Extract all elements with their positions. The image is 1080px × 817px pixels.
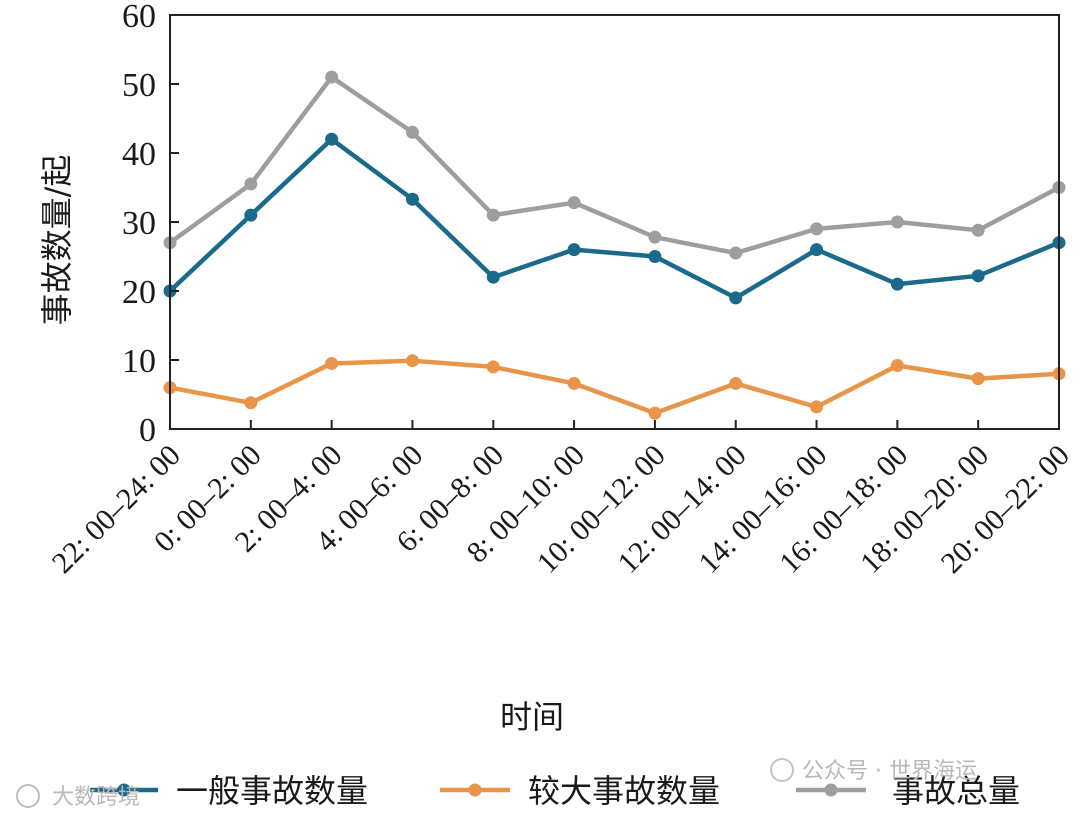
data-point bbox=[567, 243, 581, 257]
y-tick-label: 60 bbox=[122, 0, 156, 35]
y-tick-label: 0 bbox=[139, 412, 156, 449]
data-point bbox=[810, 243, 824, 257]
legend-item-2: 事故总量 bbox=[796, 772, 1020, 810]
y-tick-label: 50 bbox=[122, 67, 156, 104]
data-point bbox=[325, 70, 339, 84]
legend-swatch-marker bbox=[117, 783, 131, 797]
data-point bbox=[325, 356, 339, 370]
data-point bbox=[244, 396, 258, 410]
data-point bbox=[971, 372, 985, 386]
legend-swatch-marker bbox=[824, 783, 838, 797]
series-0 bbox=[163, 132, 1066, 305]
y-tick-label: 10 bbox=[122, 343, 156, 380]
data-point bbox=[729, 246, 743, 260]
data-point bbox=[648, 250, 662, 263]
data-point bbox=[325, 132, 339, 146]
data-point bbox=[648, 230, 662, 244]
legend-item-1: 较大事故数量 bbox=[440, 772, 720, 810]
data-point bbox=[971, 269, 985, 283]
data-point bbox=[648, 406, 662, 420]
wechat-icon bbox=[770, 758, 794, 782]
series-1 bbox=[163, 354, 1066, 420]
watermark-left-text: 大数跨境 bbox=[52, 785, 140, 810]
data-point bbox=[567, 196, 581, 210]
legend-item-0: 一般事故数量 bbox=[90, 772, 368, 810]
data-point bbox=[405, 354, 419, 368]
data-point bbox=[810, 222, 824, 236]
series-2 bbox=[163, 70, 1066, 260]
y-tick-label: 40 bbox=[122, 136, 156, 173]
legend-label: 一般事故数量 bbox=[176, 772, 368, 810]
legend: 一般事故数量 较大事故数量 事故总量 bbox=[90, 772, 1020, 810]
data-point bbox=[486, 270, 500, 284]
data-point bbox=[486, 360, 500, 374]
data-point bbox=[729, 376, 743, 390]
data-point bbox=[244, 177, 258, 191]
data-point bbox=[244, 208, 258, 222]
series-layer bbox=[163, 70, 1066, 420]
data-point bbox=[486, 208, 500, 222]
y-tick-label: 20 bbox=[122, 274, 156, 311]
watermark-right: 公众号 · 世界海运 bbox=[770, 758, 977, 784]
data-point bbox=[890, 277, 904, 291]
x-axis-label: 时间 bbox=[500, 698, 564, 736]
x-axis: 22: 00–24: 000: 00–2: 002: 00–4: 004: 00… bbox=[46, 420, 1076, 580]
data-point bbox=[405, 192, 419, 206]
data-point bbox=[567, 376, 581, 390]
legend-swatch-marker bbox=[468, 783, 482, 797]
data-point bbox=[890, 215, 904, 229]
data-point bbox=[405, 125, 419, 139]
watermark-right-text: 公众号 · 世界海运 bbox=[802, 759, 977, 784]
watermark-logo-icon bbox=[16, 784, 40, 808]
x-tick-label: 22: 00–24: 00 bbox=[46, 439, 187, 580]
data-point bbox=[890, 359, 904, 373]
data-point bbox=[810, 400, 824, 414]
data-point bbox=[729, 291, 743, 305]
series-line bbox=[169, 358, 1060, 416]
data-point bbox=[971, 223, 985, 237]
y-axis: 0 10 20 30 40 50 60 bbox=[122, 0, 179, 449]
legend-label: 事故总量 bbox=[892, 772, 1020, 810]
y-tick-label: 30 bbox=[122, 205, 156, 242]
series-line bbox=[168, 74, 1061, 256]
legend-label: 较大事故数量 bbox=[528, 772, 720, 810]
watermark-left: 大数跨境 bbox=[16, 784, 140, 810]
series-line bbox=[168, 136, 1060, 301]
y-axis-label: 事故数量/起 bbox=[38, 155, 76, 326]
